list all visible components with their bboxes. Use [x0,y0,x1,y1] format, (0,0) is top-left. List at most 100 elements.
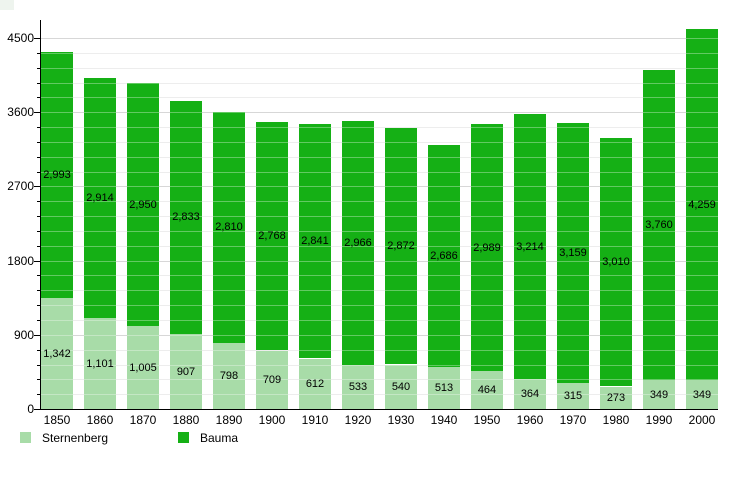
gridline-overlay [41,156,718,158]
bar-value-sternenberg: 1,005 [129,361,157,374]
gridline-major [41,334,718,336]
bar-value-bauma: 2,914 [86,192,114,205]
bar-value-bauma: 2,833 [172,211,200,224]
y-minor-tick [37,216,40,218]
x-axis-label: 1970 [559,413,587,427]
x-axis-label: 1950 [473,413,501,427]
gridline-overlay [41,216,718,218]
y-minor-tick [37,97,40,99]
y-major-tick [34,260,40,262]
y-major-tick [34,334,40,336]
gridline-minor [41,201,718,203]
x-axis-label: 1870 [129,413,157,427]
y-minor-tick [37,230,40,232]
bar-value-sternenberg: 364 [520,388,540,400]
bar-segment-bauma [600,138,632,387]
bar-segment-bauma [471,124,503,371]
y-major-tick [34,186,40,188]
gridline-overlay [41,320,718,321]
bar-value-sternenberg: 315 [563,390,583,402]
y-axis-label: 4500 [7,31,34,45]
bar-segment-sternenberg [213,343,245,409]
bar-value-bauma: 4,259 [688,198,716,211]
bar-value-sternenberg: 540 [391,380,411,393]
y-minor-tick [37,305,40,307]
bar-segment-sternenberg [170,334,202,409]
gridline-overlay [41,334,718,336]
bar-value-bauma: 2,993 [43,169,71,181]
legend-swatch-sternenberg [20,432,31,443]
y-minor-tick [37,156,40,158]
gridline-minor [41,320,718,321]
bar-segment-sternenberg [84,318,116,409]
gridline-overlay [41,52,718,54]
bar-value-bauma: 3,760 [645,219,673,232]
x-axis-label: 1900 [258,413,286,427]
bar-value-sternenberg: 907 [176,365,196,378]
corner-artifact [0,0,14,10]
y-axis-label: 900 [13,327,34,342]
gridline-minor [41,141,718,143]
y-minor-tick [37,320,40,321]
gridline-minor [41,156,718,158]
gridline-minor [41,245,718,247]
gridline-overlay [41,141,718,143]
bar-segment-bauma [643,70,675,381]
gridline-major [41,260,718,262]
bar-value-bauma: 2,841 [301,235,329,248]
bar-segment-sternenberg [600,386,632,409]
x-axis-label: 1930 [387,413,415,427]
bar-value-sternenberg: 464 [477,383,497,396]
gridline-overlay [41,364,718,366]
bar-value-sternenberg: 513 [434,381,454,394]
bar-value-sternenberg: 1,342 [43,347,71,360]
gridline-overlay [41,97,718,99]
bar-value-sternenberg: 349 [692,388,712,401]
bar-segment-sternenberg [256,350,288,409]
gridline-overlay [41,201,718,203]
y-minor-tick [37,127,40,128]
gridline-minor [41,379,718,381]
gridline-overlay [41,260,718,262]
y-axis-label: 0 [27,402,34,416]
gridline-major [41,38,718,39]
gridline-minor [41,171,718,173]
bar-segment-bauma [514,114,546,379]
x-axis-label: 1910 [301,413,329,427]
x-axis-label: 1920 [344,413,372,427]
gridline-overlay [41,290,718,292]
y-minor-tick [37,171,40,173]
legend: Sternenberg Bauma [0,431,750,445]
gridline-minor [41,364,718,366]
bar-value-sternenberg: 612 [305,377,325,390]
y-minor-tick [37,67,40,69]
gridline-overlay [41,394,718,396]
bar-segment-bauma [299,124,331,359]
plot-area: 0 900 1800 2700 3600 4500 2,993 1,342 1850 2,914 1… [7,20,718,427]
y-major-tick [34,112,40,114]
x-axis-label: 1940 [430,413,458,427]
x-axis-label: 1890 [215,413,243,427]
bar-segment-bauma [342,120,374,365]
bar-segment-sternenberg [557,383,589,409]
bar-segment-sternenberg [342,365,374,409]
x-axis-label: 1850 [43,413,71,427]
bar-value-bauma: 3,010 [602,256,630,269]
bar-segment-sternenberg [514,379,546,409]
gridline-minor [41,349,718,351]
y-minor-tick [37,141,40,143]
bar-value-sternenberg: 798 [219,370,239,383]
bar-segment-bauma [41,51,73,299]
gridline-overlay [41,275,718,277]
bar-value-bauma: 2,768 [258,230,286,243]
bar-value-sternenberg: 709 [262,373,282,386]
bar-value-sternenberg: 533 [348,381,368,393]
gridline-overlay [41,349,718,351]
x-axis-label: 1980 [602,413,630,427]
y-minor-tick [37,82,40,84]
y-minor-tick [37,275,40,277]
legend-label-sternenberg: Sternenberg [42,431,109,445]
bar-segment-sternenberg [471,370,503,409]
bar-value-sternenberg: 1,101 [86,357,114,370]
